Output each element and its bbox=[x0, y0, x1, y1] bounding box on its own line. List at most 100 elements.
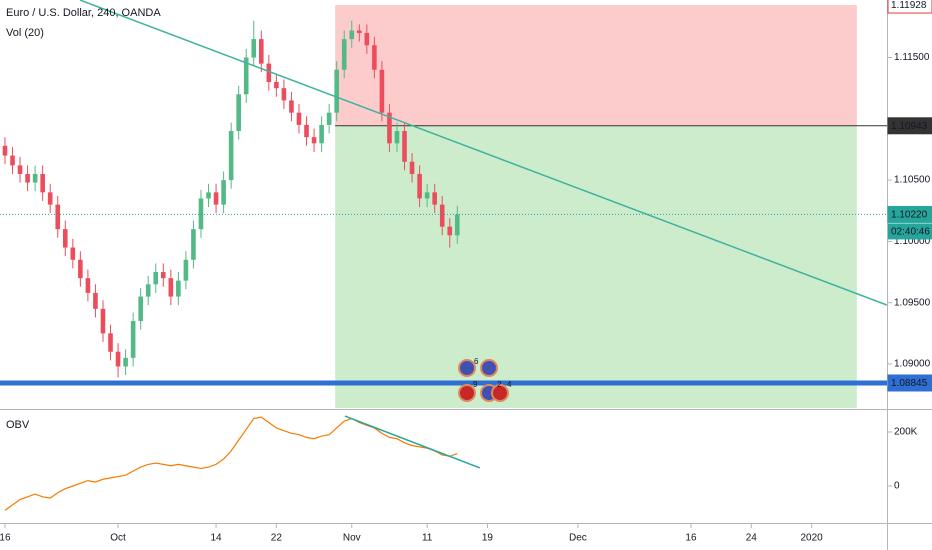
candle-body bbox=[274, 82, 279, 89]
y-tick-label: 1.09000 bbox=[894, 359, 931, 370]
candle-body bbox=[409, 161, 415, 174]
candle-body bbox=[394, 131, 400, 144]
candle-body bbox=[402, 131, 407, 162]
x-tick-label: 16 bbox=[685, 533, 697, 544]
candle-body bbox=[130, 321, 136, 358]
events: 6 9 2 4 bbox=[458, 357, 512, 402]
x-tick-label: 2020 bbox=[800, 533, 823, 544]
price-axis-bg bbox=[888, 0, 932, 409]
price-tag bbox=[887, 117, 932, 135]
event-count: 6 bbox=[474, 357, 479, 366]
volume-label: Vol (20) bbox=[6, 27, 44, 39]
x-tick-label: 19 bbox=[482, 533, 494, 544]
candle-body bbox=[17, 165, 23, 174]
x-tick-label: 22 bbox=[271, 533, 283, 544]
event-icon[interactable] bbox=[480, 359, 498, 377]
candle-body bbox=[364, 32, 370, 46]
candle-body bbox=[213, 192, 219, 205]
candle-body bbox=[62, 229, 68, 248]
candle-body bbox=[40, 173, 45, 193]
stop-zone bbox=[335, 5, 857, 126]
price-tag-label: 1.11928 bbox=[891, 0, 927, 11]
candle-body bbox=[258, 39, 264, 64]
price-tag-label: 1.08845 bbox=[891, 378, 928, 389]
candle-body bbox=[387, 112, 392, 144]
candle-body bbox=[168, 278, 174, 297]
candle-body bbox=[206, 192, 211, 199]
y-tick-label: 0 bbox=[894, 481, 900, 492]
price-tag bbox=[887, 0, 932, 14]
price-tag bbox=[887, 205, 932, 223]
event-icon[interactable] bbox=[458, 384, 476, 402]
candle-body bbox=[123, 357, 128, 367]
candle-body bbox=[356, 30, 362, 33]
candle-body bbox=[379, 69, 385, 113]
countdown-tag bbox=[888, 223, 932, 240]
candle-body bbox=[349, 30, 355, 40]
event-icon[interactable] bbox=[458, 359, 476, 377]
candle-body bbox=[243, 57, 249, 95]
candle-body bbox=[85, 278, 91, 293]
event-icon[interactable] bbox=[491, 384, 509, 402]
candle-body bbox=[153, 272, 159, 285]
candle-body bbox=[251, 39, 257, 58]
price-tag bbox=[887, 374, 932, 392]
candle-body bbox=[221, 180, 226, 205]
price-pane bbox=[0, 0, 887, 408]
candle-body bbox=[326, 112, 332, 125]
candle-body bbox=[55, 204, 61, 230]
candle-body bbox=[296, 112, 302, 125]
x-tick-label: 14 bbox=[210, 533, 222, 544]
candle-body bbox=[100, 308, 106, 334]
obv-line bbox=[4, 416, 458, 511]
candle-body bbox=[281, 88, 287, 101]
candle-body bbox=[198, 198, 204, 230]
price-tag-label: 1.10220 bbox=[891, 210, 928, 221]
candle-body bbox=[236, 94, 241, 132]
candle-body bbox=[93, 292, 98, 309]
target-zone bbox=[335, 125, 857, 408]
y-tick-label: 1.11500 bbox=[894, 52, 930, 63]
chart-title: Euro / U.S. Dollar, 240, OANDA bbox=[6, 7, 161, 19]
candle-body bbox=[334, 69, 339, 113]
candle-body bbox=[311, 137, 317, 144]
y-tick-label: 200K bbox=[894, 427, 918, 438]
y-tick-label: 1.10500 bbox=[894, 175, 931, 186]
price-tag-label: 1.10943 bbox=[891, 121, 928, 132]
obv-label: OBV bbox=[6, 419, 30, 431]
y-tick-label: 1.10000 bbox=[894, 236, 931, 247]
candle-body bbox=[138, 296, 143, 322]
x-tick-label: 24 bbox=[746, 533, 758, 544]
obv-trend-line bbox=[344, 415, 481, 469]
candle-body bbox=[417, 173, 422, 199]
trend-line bbox=[79, 0, 887, 306]
y-tick-label: 1.09500 bbox=[894, 297, 931, 308]
candle-body bbox=[176, 280, 181, 297]
candle-body bbox=[432, 192, 437, 205]
candle-body bbox=[70, 247, 76, 260]
candle-body bbox=[289, 100, 294, 113]
candle-body bbox=[47, 192, 53, 205]
candle-body bbox=[183, 259, 189, 281]
x-tick-label: 16 bbox=[0, 533, 11, 544]
candle-body bbox=[319, 124, 324, 144]
obv-pane bbox=[4, 415, 481, 511]
candle-body bbox=[115, 351, 121, 367]
candle-body bbox=[10, 155, 15, 166]
candle-body bbox=[25, 173, 30, 183]
event-count: 4 bbox=[507, 380, 512, 389]
candle-body bbox=[32, 173, 38, 183]
candle-body bbox=[78, 259, 83, 279]
x-tick-label: Dec bbox=[569, 533, 587, 544]
candle-body bbox=[145, 284, 151, 297]
candle-body bbox=[191, 229, 196, 260]
x-tick-label: Nov bbox=[343, 533, 361, 544]
event-count: 9 bbox=[473, 380, 478, 389]
candle-body bbox=[160, 272, 166, 279]
candle-body bbox=[304, 124, 309, 138]
candle-body bbox=[108, 333, 113, 352]
candle-body bbox=[454, 214, 460, 236]
candle-body bbox=[424, 192, 430, 199]
